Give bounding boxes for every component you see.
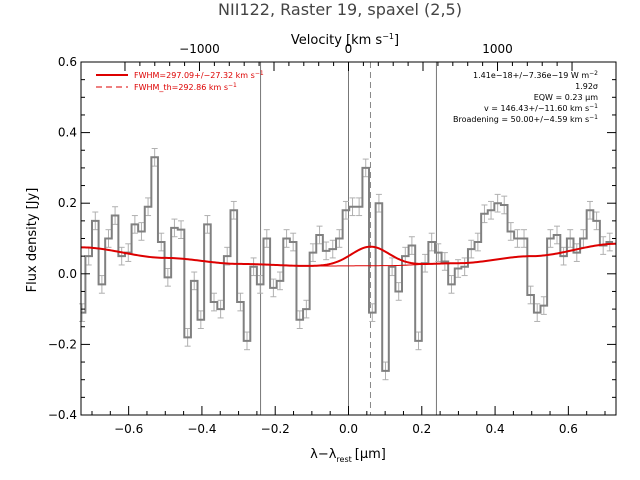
legend: FWHM=297.09+/−27.32 km s−1 FWHM_th=292.8… [96, 70, 264, 92]
fit-annotations: 1.41e−18+/−7.36e−19 W m−2 1.92σ EQW = 0.… [453, 70, 598, 124]
x-tick-label: 0.2 [412, 422, 431, 436]
y-tick-label: 0.4 [58, 126, 77, 140]
x-tick-label: 0.6 [559, 422, 578, 436]
plot-area: −0.6 −0.4 −0.2 0.0 0.2 0.4 0.6 −0.4 −0.2 0.0 0.2 0.… [48, 42, 617, 436]
legend-label-fwhm: FWHM=297.09+/−27.32 km s−1 [134, 70, 264, 80]
x-tick-label: −0.6 [114, 422, 143, 436]
spectrum-steps [81, 156, 614, 372]
y-tick-label: −0.4 [48, 408, 77, 422]
gaussian-fit [80, 242, 617, 267]
bottom-axis-label: λ−λrest [μm] [310, 447, 386, 464]
legend-label-fwhm-th: FWHM_th=292.86 km s−1 [134, 82, 237, 92]
top-tick-label: −1000 [179, 42, 220, 56]
top-tick-label: 1000 [482, 42, 513, 56]
x-tick-label: −0.2 [261, 422, 290, 436]
y-tick-label: 0.2 [58, 196, 77, 210]
y-tick-label: 0.6 [58, 55, 77, 69]
top-axis-label: Velocity [km s−1] [291, 32, 399, 48]
x-tick-label: −0.4 [187, 422, 216, 436]
x-tick-label: 0.4 [486, 422, 505, 436]
annotation-flux: 1.41e−18+/−7.36e−19 W m−2 [473, 70, 598, 80]
y-axis-label: Flux density [Jy] [25, 188, 40, 293]
annotation-eqw: EQW = 0.23 μm [534, 93, 598, 102]
y-tick-label: 0.0 [58, 267, 77, 281]
annotation-velocity: v = 146.43+/−11.60 km s−1 [484, 103, 598, 113]
x-tick-label: 0.0 [339, 422, 358, 436]
y-tick-label: −0.2 [48, 337, 77, 351]
annotation-broadening: Broadening = 50.00+/−4.59 km s−1 [453, 114, 598, 124]
top-tick-label: 0 [345, 42, 353, 56]
annotation-sigma: 1.92σ [575, 82, 598, 91]
chart-title: NII122, Raster 19, spaxel (2,5) [218, 0, 462, 19]
